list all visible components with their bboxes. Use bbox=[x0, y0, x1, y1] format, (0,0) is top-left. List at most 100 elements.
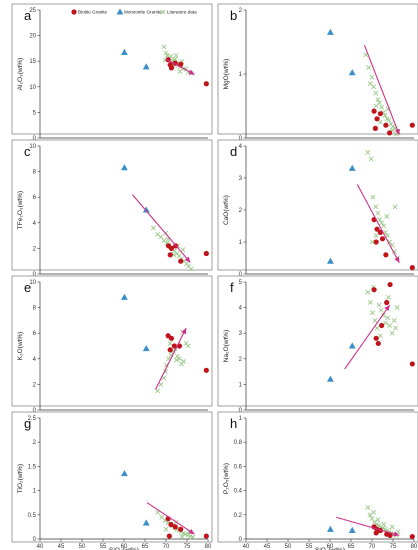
y-tick-label: 0.5 bbox=[28, 513, 37, 519]
panel-a-y-label: Al₂O₃(wt%) bbox=[17, 58, 24, 91]
biotite-granite-point bbox=[372, 125, 378, 131]
literature-data-point bbox=[367, 81, 373, 87]
literature-data-point bbox=[158, 234, 164, 240]
literature-data-point bbox=[393, 325, 398, 331]
y-tick-label: 15 bbox=[29, 59, 36, 65]
panel-c-trend-arrowhead bbox=[184, 256, 191, 263]
panel-e-frame bbox=[11, 275, 213, 407]
y-tick-label: 4 bbox=[239, 306, 243, 312]
monzonite-granite-point bbox=[142, 206, 150, 213]
literature-data-point bbox=[377, 119, 383, 125]
biotite-granite-point bbox=[178, 526, 184, 532]
literature-data-point bbox=[381, 522, 387, 527]
literature-data-point bbox=[392, 204, 398, 210]
y-tick-label: 20 bbox=[29, 34, 36, 40]
x-tick-label: 55 bbox=[306, 544, 313, 550]
panel-d-trend-line bbox=[356, 184, 400, 264]
y-tick-label: 8 bbox=[33, 170, 37, 176]
panel-b-y-label: MgO(wt%) bbox=[223, 59, 230, 90]
biotite-granite-point bbox=[383, 122, 389, 128]
biotite-granite-point bbox=[377, 111, 383, 117]
literature-data-point bbox=[379, 104, 385, 110]
biotite-granite-point bbox=[168, 245, 175, 251]
biotite-granite-point bbox=[384, 299, 390, 306]
panel-g-frame bbox=[11, 411, 213, 543]
literature-data-point bbox=[155, 388, 161, 394]
literature-data-point bbox=[163, 526, 169, 532]
y-tick-label: 1 bbox=[33, 489, 37, 495]
y-tick-label: 0.2 bbox=[234, 513, 243, 519]
literature-data-point bbox=[369, 74, 375, 80]
legend-item-1: Monzonite Granite bbox=[116, 8, 162, 15]
x-tick-label: 75 bbox=[390, 544, 397, 550]
literature-data-point bbox=[389, 330, 395, 336]
legend-item-0: Biotite Granite bbox=[71, 9, 108, 15]
literature-data-point bbox=[375, 517, 381, 523]
panel-h-letter: h bbox=[230, 416, 237, 431]
panel-f-y-label: Na₂O(wt%) bbox=[223, 330, 230, 363]
biotite-granite-point bbox=[379, 236, 386, 242]
literature-data-point bbox=[389, 524, 395, 530]
panel-h-trend-arrowhead bbox=[393, 531, 400, 537]
legend-item-2: Literature data bbox=[160, 9, 197, 15]
literature-data-point bbox=[365, 505, 371, 510]
x-tick-label: 55 bbox=[100, 544, 107, 550]
y-tick-label: 3 bbox=[239, 176, 243, 182]
literature-data-point bbox=[366, 65, 372, 71]
biotite-granite-point bbox=[371, 287, 377, 293]
monzonite-granite-point bbox=[121, 470, 128, 477]
y-tick-label: 1 bbox=[239, 240, 243, 246]
x-tick-label: 80 bbox=[411, 544, 418, 550]
literature-data-point bbox=[374, 325, 380, 331]
biotite-granite-point bbox=[373, 530, 379, 536]
biotite-granite-point bbox=[167, 347, 173, 353]
literature-data-point bbox=[385, 315, 390, 321]
y-tick-label: 4 bbox=[239, 144, 243, 150]
literature-data-point bbox=[368, 156, 374, 162]
literature-data-point bbox=[163, 50, 169, 56]
literature-data-point bbox=[185, 343, 191, 349]
x-tick-label: 50 bbox=[79, 544, 86, 550]
biotite-granite-point bbox=[374, 116, 380, 122]
y-tick-label: 2 bbox=[239, 357, 243, 363]
panel-f-frame bbox=[217, 275, 418, 407]
panel-c-y-label: TFe₂O₃(wt%) bbox=[17, 191, 24, 229]
y-tick-label: 1.5 bbox=[28, 464, 37, 470]
biotite-granite-point bbox=[375, 340, 381, 347]
monzonite-granite-point bbox=[121, 48, 128, 56]
legend-label: Monzonite Granite bbox=[124, 10, 162, 15]
biotite-granite-point bbox=[171, 343, 177, 349]
monzonite-granite-point bbox=[327, 375, 334, 382]
panel-c-trend-line bbox=[131, 194, 191, 263]
x-tick-label: 50 bbox=[285, 544, 292, 550]
literature-data-point bbox=[381, 223, 387, 229]
literature-data-point bbox=[182, 531, 188, 537]
x-tick-label: 40 bbox=[243, 544, 250, 550]
literature-data-point bbox=[167, 341, 173, 346]
legend-triangle-marker bbox=[116, 8, 124, 15]
literature-data-point bbox=[376, 302, 382, 308]
literature-data-point bbox=[373, 90, 379, 96]
monzonite-granite-point bbox=[327, 257, 334, 264]
y-tick-label: 8 bbox=[33, 306, 37, 312]
literature-data-point bbox=[161, 44, 167, 50]
literature-data-point bbox=[185, 532, 191, 538]
y-tick-label: 2 bbox=[33, 382, 37, 388]
y-tick-label: 0.4 bbox=[234, 489, 243, 495]
monzonite-granite-point bbox=[348, 164, 356, 171]
panel-h-trend-line bbox=[336, 516, 400, 536]
x-tick-label: 70 bbox=[369, 544, 376, 550]
biotite-granite-point bbox=[178, 258, 184, 264]
y-tick-label: 0 bbox=[33, 537, 37, 543]
legend-circle-marker bbox=[71, 9, 77, 15]
literature-data-point bbox=[367, 512, 373, 518]
literature-data-point bbox=[384, 213, 390, 219]
y-tick-label: 1 bbox=[239, 382, 243, 388]
panel-b-letter: b bbox=[230, 8, 237, 23]
x-tick-label: 65 bbox=[348, 544, 355, 550]
literature-data-point bbox=[377, 333, 383, 339]
literature-data-point bbox=[373, 233, 379, 239]
x-tick-label: 60 bbox=[327, 544, 334, 550]
biotite-granite-point bbox=[373, 239, 379, 245]
